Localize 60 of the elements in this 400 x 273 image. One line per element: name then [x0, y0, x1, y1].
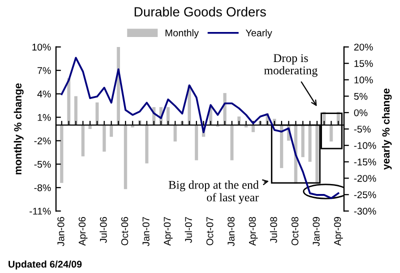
bar — [145, 125, 148, 164]
y2-tick-label: -10% — [354, 142, 376, 150]
x-tick-label: Oct-08 — [291, 217, 298, 246]
x-tick-label: Jan-06 — [57, 217, 64, 246]
y2-tick-label: 10% — [354, 76, 373, 84]
y-axis-title: monthly % change — [14, 83, 24, 174]
legend-label: Yearly — [246, 29, 272, 38]
y-tick-label: -11% — [30, 208, 51, 215]
y2-tick-label: 0% — [354, 109, 368, 116]
x-tick-label: Apr-06 — [78, 217, 88, 246]
bar — [96, 102, 99, 126]
y-tick-label: 7% — [38, 67, 51, 74]
bar — [102, 125, 106, 152]
bar — [230, 125, 234, 160]
x-tick-label: Jul-06 — [100, 217, 107, 243]
annotation: Big drop at the end of last year — [168, 180, 259, 204]
bar — [81, 125, 85, 156]
x-tick-label: Jul-08 — [270, 217, 278, 243]
bar — [308, 125, 312, 162]
y2-tick-label: -5% — [354, 126, 371, 133]
y-tick-label: 10% — [32, 44, 51, 51]
bar — [301, 125, 304, 158]
x-tick-label: Apr-07 — [164, 217, 173, 246]
y2-tick-label: -15% — [354, 158, 376, 166]
y-tick-label: -8% — [34, 184, 51, 192]
y2-tick-label: -30% — [354, 208, 376, 215]
x-tick-label: Jan-08 — [228, 217, 235, 246]
x-tick-label: Jan-09 — [312, 217, 320, 246]
y2-tick-label: 5% — [354, 92, 368, 100]
bar — [124, 125, 128, 190]
y2-axis-title: yearly % change — [382, 88, 392, 170]
bar — [74, 96, 78, 126]
bar — [67, 78, 70, 126]
x-tick-label: Apr-09 — [334, 217, 343, 246]
bar — [315, 125, 319, 184]
bar — [252, 125, 255, 132]
annotation: Drop is moderating — [264, 54, 318, 77]
bar — [60, 125, 64, 183]
y2-tick-label: 20% — [354, 44, 373, 51]
y-tick-label: -2% — [34, 137, 51, 144]
x-tick-label: Oct-06 — [121, 217, 128, 246]
bar — [223, 93, 226, 126]
x-tick-label: Jan-07 — [142, 217, 150, 246]
bar — [166, 107, 170, 126]
bar — [194, 125, 198, 160]
y2-tick-label: -25% — [354, 191, 376, 198]
bar — [330, 125, 333, 142]
y-tick-label: 4% — [37, 90, 51, 98]
y2-tick-label: -20% — [354, 174, 376, 182]
x-tick-label: Oct-07 — [206, 217, 214, 246]
legend-label: Monthly — [166, 29, 199, 38]
bar — [174, 125, 177, 142]
y-tick-label: 1% — [38, 114, 51, 121]
bar — [110, 125, 113, 137]
x-tick-label: Apr-08 — [248, 217, 258, 246]
y-tick-label: -5% — [34, 160, 51, 168]
chart-title: Durable Goods Orders — [134, 6, 266, 17]
x-tick-label: Jul-07 — [184, 217, 192, 243]
text: Updated 6/24/09 — [8, 260, 82, 270]
y2-tick-label: 15% — [354, 60, 373, 67]
